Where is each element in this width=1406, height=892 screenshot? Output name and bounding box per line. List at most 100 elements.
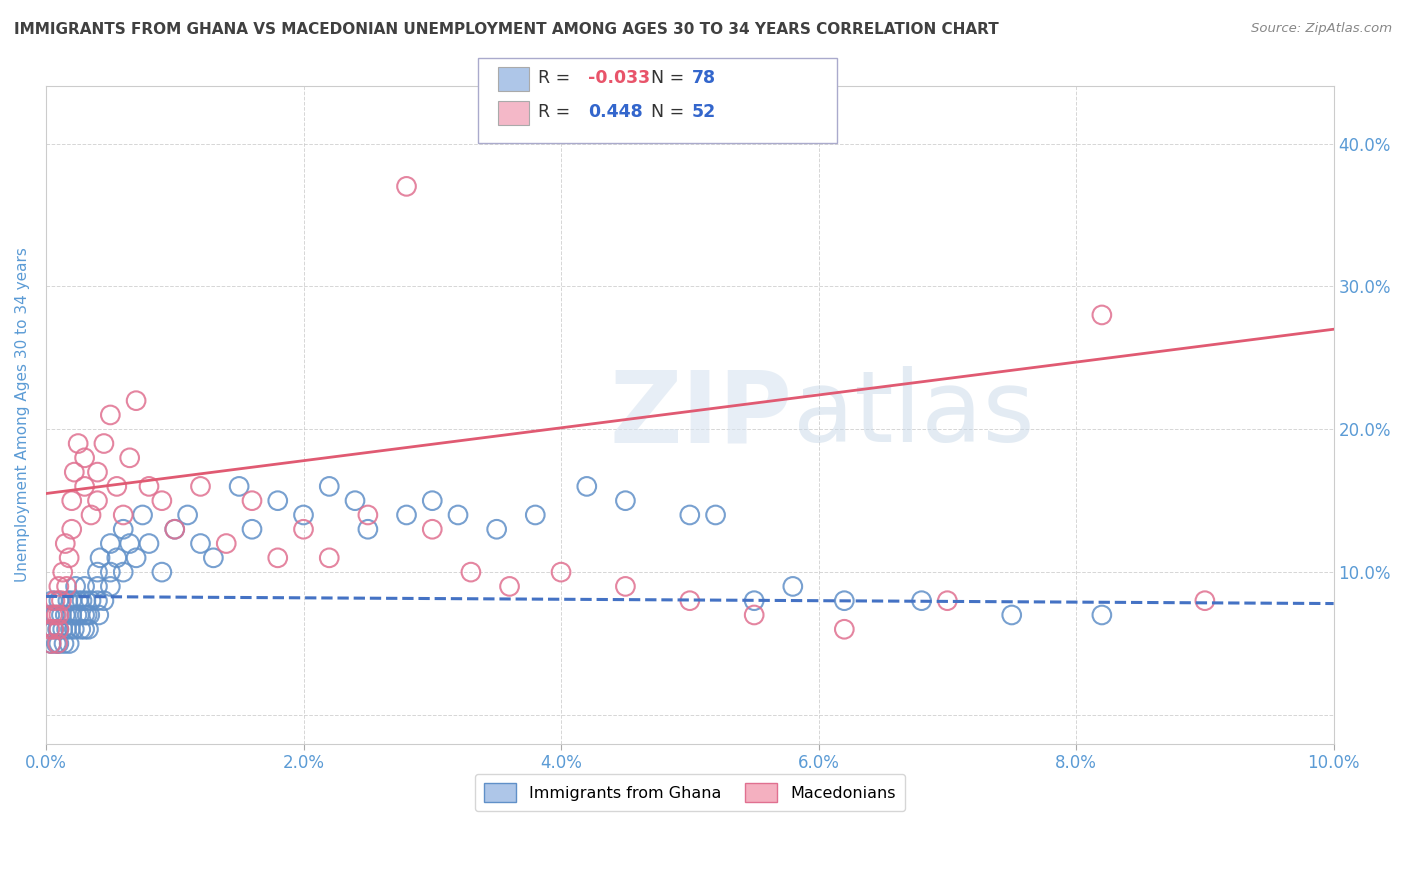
Point (53, 536, 76, 550)
Point (48, 636, 70, 650)
Point (105, 479, 128, 493)
Point (80, 593, 103, 607)
Point (118, 450, 141, 465)
Point (75, 593, 97, 607)
Point (73, 579, 96, 593)
Point (86, 593, 108, 607)
Point (42, 622, 65, 636)
Point (86, 579, 108, 593)
Point (1091, 607, 1114, 622)
Point (46, 622, 69, 636)
Point (48, 622, 70, 636)
Point (524, 508, 547, 522)
Point (58, 636, 80, 650)
Point (447, 508, 470, 522)
Point (60, 493, 83, 508)
Point (1091, 308, 1114, 322)
Point (80, 508, 103, 522)
Text: ZIP: ZIP (610, 367, 793, 464)
Point (112, 565, 135, 579)
Point (125, 550, 148, 565)
Text: IMMIGRANTS FROM GHANA VS MACEDONIAN UNEMPLOYMENT AMONG AGES 30 TO 34 YEARS CORRE: IMMIGRANTS FROM GHANA VS MACEDONIAN UNEM… (14, 22, 998, 37)
Point (52, 622, 75, 636)
Point (190, 479, 212, 493)
Point (38, 607, 60, 622)
Point (98, 408, 121, 422)
Point (357, 508, 380, 522)
Point (51, 593, 73, 607)
Point (228, 479, 250, 493)
Point (51, 607, 73, 622)
Point (138, 536, 160, 550)
Point (782, 579, 804, 593)
Point (936, 593, 959, 607)
Point (41, 593, 63, 607)
Point (498, 579, 520, 593)
Point (176, 508, 198, 522)
Point (704, 508, 727, 522)
Point (73, 622, 96, 636)
Point (60, 607, 83, 622)
Point (834, 593, 856, 607)
Point (48, 593, 70, 607)
Point (267, 493, 290, 508)
Point (67, 593, 90, 607)
Point (98, 565, 121, 579)
Point (834, 622, 856, 636)
Point (60, 522, 83, 536)
Point (240, 522, 263, 536)
Point (48, 579, 70, 593)
Point (69, 607, 91, 622)
Point (485, 522, 508, 536)
Point (93, 436, 115, 450)
Text: R =: R = (538, 70, 576, 87)
Point (69, 622, 91, 636)
Point (215, 536, 238, 550)
Point (60, 593, 83, 607)
Point (38, 622, 60, 636)
Point (98, 579, 121, 593)
Point (150, 493, 173, 508)
Point (48, 607, 70, 622)
Point (202, 550, 225, 565)
Text: N =: N = (651, 103, 690, 121)
Point (55, 579, 77, 593)
Point (318, 479, 340, 493)
Text: 78: 78 (692, 70, 716, 87)
Point (190, 536, 212, 550)
Point (318, 550, 340, 565)
Point (65, 579, 87, 593)
Point (420, 522, 443, 536)
Point (395, 179, 418, 194)
Point (66, 607, 89, 622)
Point (70, 593, 93, 607)
Point (53, 607, 76, 622)
Point (93, 593, 115, 607)
Text: 52: 52 (692, 103, 716, 121)
Text: -0.033: -0.033 (588, 70, 650, 87)
Point (89, 550, 111, 565)
Point (39, 636, 62, 650)
Point (357, 522, 380, 536)
Point (163, 522, 186, 536)
Point (125, 393, 148, 408)
Legend: Immigrants from Ghana, Macedonians: Immigrants from Ghana, Macedonians (475, 773, 905, 811)
Point (86, 493, 108, 508)
Point (63, 622, 86, 636)
Point (98, 536, 121, 550)
Point (45, 607, 67, 622)
Point (910, 593, 932, 607)
Point (77, 622, 100, 636)
Point (614, 493, 637, 508)
Point (87, 607, 110, 622)
Point (1001, 607, 1024, 622)
Point (240, 493, 263, 508)
Text: 0.448: 0.448 (588, 103, 643, 121)
Point (138, 479, 160, 493)
Point (267, 550, 290, 565)
Point (39, 636, 62, 650)
Point (58, 550, 80, 565)
Point (46, 636, 69, 650)
Point (73, 607, 96, 622)
Point (52, 565, 75, 579)
